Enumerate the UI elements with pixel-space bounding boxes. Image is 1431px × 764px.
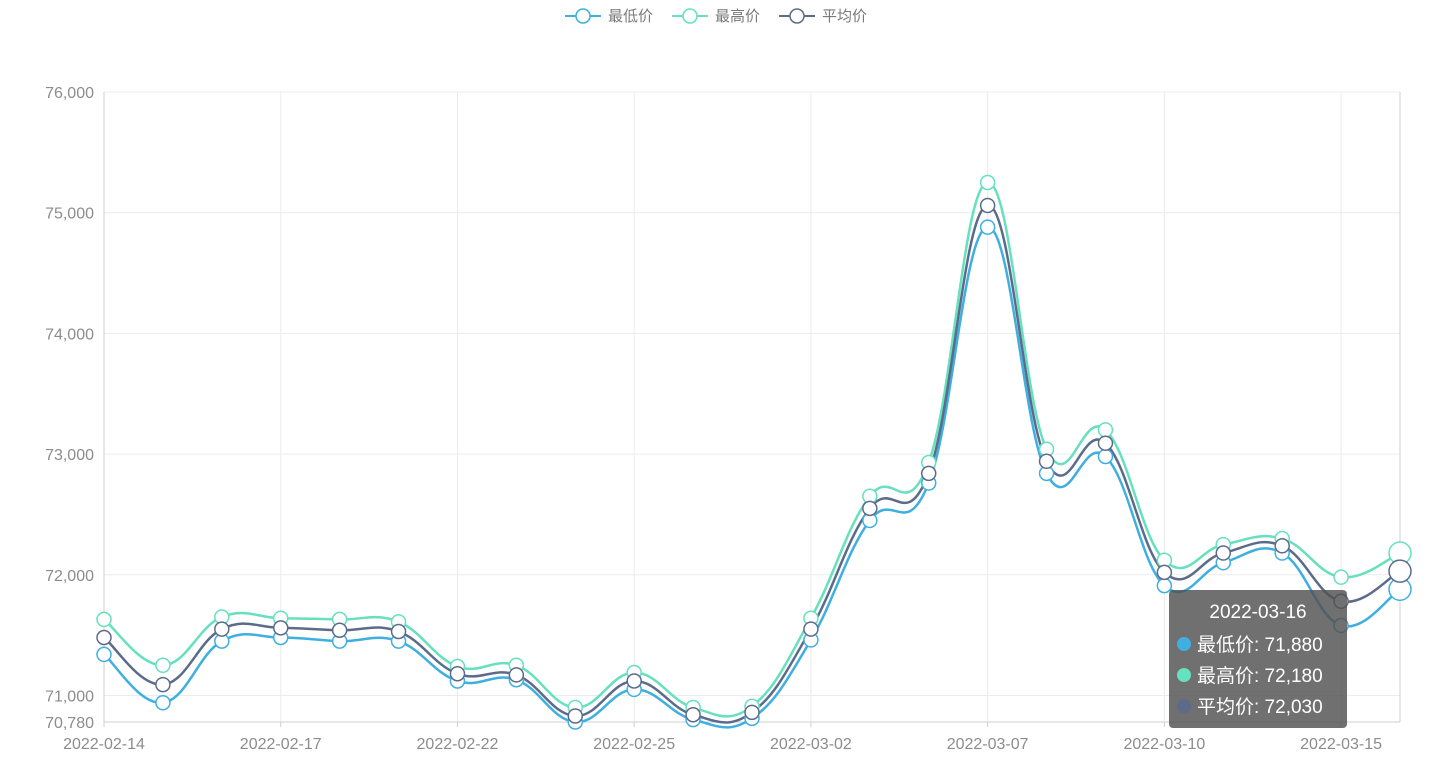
data-point[interactable] bbox=[567, 708, 584, 724]
data-point[interactable] bbox=[1097, 422, 1114, 438]
data-point[interactable] bbox=[979, 219, 996, 235]
data-point[interactable] bbox=[920, 465, 937, 482]
data-point[interactable] bbox=[272, 620, 289, 636]
legend-item-lowest[interactable]: 最低价 bbox=[564, 5, 653, 26]
data-point[interactable] bbox=[1156, 564, 1173, 581]
y-tick-label: 71,000 bbox=[45, 688, 94, 705]
tooltip-row-label: 最低价: 71,880 bbox=[1197, 635, 1323, 656]
legend-item-highest[interactable]: 最高价 bbox=[671, 5, 760, 26]
legend-item-average[interactable]: 平均价 bbox=[778, 5, 867, 26]
data-point[interactable] bbox=[979, 197, 996, 214]
data-point[interactable] bbox=[1274, 538, 1290, 554]
data-point[interactable] bbox=[744, 704, 760, 721]
x-tick-label: 2022-03-07 bbox=[947, 736, 1029, 753]
data-point[interactable] bbox=[508, 667, 525, 683]
data-point[interactable] bbox=[979, 174, 996, 191]
data-point[interactable] bbox=[862, 500, 878, 517]
data-point[interactable] bbox=[155, 676, 171, 693]
data-point[interactable] bbox=[685, 707, 701, 723]
data-point[interactable] bbox=[155, 694, 171, 711]
x-tick-label: 2022-02-22 bbox=[417, 736, 499, 753]
x-tick-label: 2022-02-25 bbox=[593, 736, 675, 753]
tooltip: 2022-03-16 最低价: 71,880 最高价: 72,180 平均价: … bbox=[1169, 590, 1347, 728]
y-tick-label: 76,000 bbox=[45, 85, 94, 102]
data-point[interactable] bbox=[449, 665, 466, 682]
series-color-dot bbox=[1177, 636, 1191, 651]
tooltip-row-highest: 最高价: 72,180 bbox=[1177, 659, 1347, 690]
data-point[interactable] bbox=[1038, 453, 1055, 470]
y-axis-labels: 70,780 71,000 72,000 73,000 74,000 75,000 76,0… bbox=[45, 85, 94, 732]
x-tick-label: 2022-02-17 bbox=[240, 736, 322, 753]
data-point[interactable] bbox=[1215, 545, 1232, 561]
series-points[interactable] bbox=[96, 174, 1412, 730]
data-point[interactable] bbox=[1388, 559, 1412, 583]
y-tick-label: 73,000 bbox=[45, 447, 94, 464]
legend-marker-icon bbox=[564, 7, 601, 24]
tooltip-row-lowest: 最低价: 71,880 bbox=[1177, 628, 1347, 659]
x-tick-label: 2022-03-15 bbox=[1300, 736, 1382, 753]
tooltip-title: 2022-03-16 bbox=[1209, 602, 1307, 623]
data-point[interactable] bbox=[214, 621, 230, 637]
legend-marker-icon bbox=[779, 7, 815, 24]
x-tick-label: 2022-02-14 bbox=[63, 736, 145, 753]
data-point[interactable] bbox=[96, 629, 112, 646]
x-tick-label: 2022-03-10 bbox=[1123, 736, 1205, 753]
y-tick-label: 70,780 bbox=[45, 715, 94, 732]
y-tick-label: 75,000 bbox=[45, 206, 94, 223]
x-axis-labels: 2022-02-14 2022-02-17 2022-02-22 2022-02-25… bbox=[63, 736, 1382, 753]
y-tick-label: 72,000 bbox=[45, 568, 94, 585]
data-point[interactable] bbox=[1097, 448, 1114, 465]
data-point[interactable] bbox=[1097, 435, 1114, 451]
tooltip-row-average: 平均价: 72,030 bbox=[1177, 690, 1347, 721]
y-tick-label: 74,000 bbox=[45, 326, 94, 343]
x-tick-label: 2022-03-02 bbox=[770, 736, 852, 753]
data-point[interactable] bbox=[96, 611, 112, 628]
data-point[interactable] bbox=[803, 621, 819, 637]
tooltip-row-label: 平均价: 72,030 bbox=[1197, 697, 1323, 718]
data-point[interactable] bbox=[1333, 569, 1349, 585]
data-point[interactable] bbox=[626, 673, 642, 689]
data-point[interactable] bbox=[390, 623, 407, 640]
legend-marker-icon bbox=[671, 7, 708, 24]
legend-label: 最高价 bbox=[714, 8, 760, 25]
data-point[interactable] bbox=[155, 657, 171, 674]
legend-label: 平均价 bbox=[822, 8, 868, 25]
series-color-dot bbox=[1177, 698, 1191, 713]
data-point[interactable] bbox=[96, 646, 112, 663]
legend-label: 最低价 bbox=[607, 8, 653, 25]
legend: 最低价 最高价 平均价 bbox=[0, 5, 1431, 26]
data-point[interactable] bbox=[331, 622, 348, 639]
tooltip-row-label: 最高价: 72,180 bbox=[1197, 666, 1323, 687]
series-color-dot bbox=[1177, 667, 1191, 682]
